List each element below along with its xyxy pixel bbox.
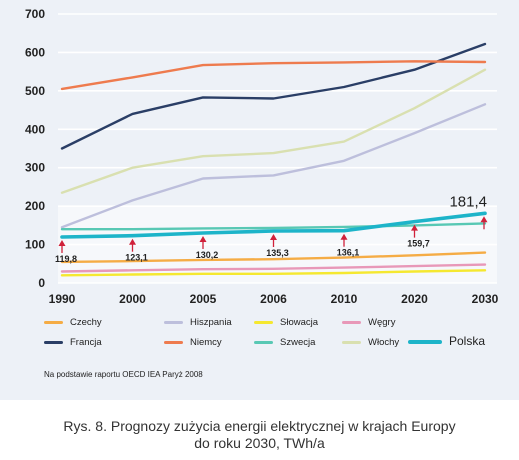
series-line-francja <box>60 42 487 150</box>
legend-item-hiszpania: Hiszpania <box>164 317 232 329</box>
legend-swatch-polska <box>408 339 442 344</box>
legend-label-francja: Francja <box>70 337 102 348</box>
y-tick-label: 100 <box>25 238 45 252</box>
series-line-czechy <box>60 251 487 264</box>
y-tick-label: 500 <box>25 84 45 98</box>
x-tick-label: 2006 <box>260 292 287 306</box>
legend-swatch-wlochy <box>342 340 361 344</box>
x-tick-label: 2030 <box>472 292 499 306</box>
series-line-włochy <box>60 68 487 194</box>
legend-item-niemcy: Niemcy <box>164 337 222 349</box>
data-label: 135,3 <box>266 248 289 258</box>
series-line-słowacja <box>60 269 487 277</box>
chart-panel: 0 100 200 300 400 500 600 700 1990 2000 2005 2006 20… <box>0 0 519 400</box>
x-tick-label: 2010 <box>331 292 358 306</box>
x-tick-label: 2000 <box>119 292 146 306</box>
x-tick-label: 2020 <box>401 292 428 306</box>
legend-label-szwecja: Szwecja <box>280 337 316 348</box>
annotation-arrow-head <box>270 234 277 241</box>
line-chart: 0 100 200 300 400 500 600 700 1990 2000 2005 2006 20… <box>25 7 499 306</box>
annotation-arrow-head <box>129 238 136 245</box>
legend-item-slowacja: Słowacja <box>254 317 318 329</box>
caption-line-1: Rys. 8. Prognozy zużycia energii elektry… <box>63 418 456 434</box>
series-line-niemcy <box>60 60 487 91</box>
y-tick-label: 300 <box>25 161 45 175</box>
legend-item-szwecja: Szwecja <box>254 337 315 349</box>
legend-item-polska: Polska <box>408 335 485 347</box>
annotation-arrow-head <box>199 235 207 242</box>
data-label: 119,8 <box>55 254 77 264</box>
data-label: 159,7 <box>407 239 430 249</box>
caption-line-2: do roku 2030, TWh/a <box>194 435 325 451</box>
y-tick-label: 0 <box>38 276 45 290</box>
legend-item-czechy: Czechy <box>44 317 102 329</box>
legend-label-niemcy: Niemcy <box>190 337 222 348</box>
y-tick-label: 700 <box>25 7 45 21</box>
legend-label-czechy: Czechy <box>70 317 102 328</box>
figure-caption: Rys. 8. Prognozy zużycia energii elektry… <box>0 418 519 452</box>
x-tick-label: 2005 <box>190 292 217 306</box>
annotation-arrow-head <box>411 224 418 231</box>
legend-swatch-czechy <box>44 320 63 324</box>
legend-label-polska: Polska <box>449 334 486 348</box>
data-label: 123,1 <box>125 253 148 263</box>
x-tick-label: 1990 <box>49 292 76 306</box>
legend: Czechy Hiszpania Słowacja Węgry Francja … <box>36 313 506 363</box>
annotation-arrow-head <box>58 239 66 246</box>
legend-label-wlochy: Włochy <box>368 337 400 348</box>
legend-label-hiszpania: Hiszpania <box>190 317 232 328</box>
source-note: Na podstawie raportu OECD IEA Paryż 2008 <box>44 370 203 379</box>
data-label: 181,4 <box>449 193 487 210</box>
series-line-węgry <box>60 263 487 273</box>
legend-swatch-wegry <box>342 320 361 324</box>
data-label: 136,1 <box>337 248 360 258</box>
annotation-arrow-head <box>480 216 488 223</box>
legend-swatch-niemcy <box>164 340 183 344</box>
y-tick-label: 600 <box>25 45 45 59</box>
y-tick-label: 200 <box>25 199 45 213</box>
annotation-arrow-head <box>340 233 348 240</box>
legend-swatch-szwecja <box>254 340 273 344</box>
data-label: 130,2 <box>196 250 219 260</box>
legend-label-wegry: Węgry <box>368 317 396 328</box>
legend-swatch-hiszpania <box>164 320 183 324</box>
y-tick-label: 400 <box>25 122 45 136</box>
legend-item-wegry: Węgry <box>342 317 395 329</box>
legend-swatch-slowacja <box>254 320 273 324</box>
legend-item-wlochy: Włochy <box>342 337 399 349</box>
legend-item-francja: Francja <box>44 337 102 349</box>
legend-swatch-francja <box>44 340 63 344</box>
series-line-polska <box>60 211 487 239</box>
series-line-hiszpania <box>60 103 487 229</box>
legend-label-slowacja: Słowacja <box>280 317 319 328</box>
